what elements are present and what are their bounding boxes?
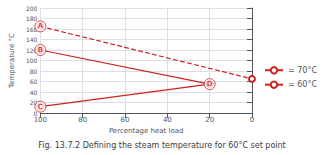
svg-text:200: 200 (26, 5, 38, 12)
svg-text:100: 100 (26, 57, 38, 64)
svg-text:80: 80 (78, 116, 87, 124)
svg-text:60: 60 (30, 78, 38, 85)
svg-text:= 70°C: = 70°C (288, 66, 317, 75)
svg-text:20: 20 (205, 116, 214, 124)
svg-text:C: C (38, 103, 43, 111)
svg-text:120: 120 (25, 46, 38, 54)
svg-text:0: 0 (250, 116, 254, 124)
svg-text:100: 100 (34, 116, 47, 124)
svg-text:B: B (38, 46, 43, 54)
svg-text:Fig. 13.7.2 Defining the steam: Fig. 13.7.2 Defining the steam temperatu… (38, 141, 286, 150)
svg-text:Percentage heat load: Percentage heat load (109, 127, 184, 135)
svg-text:180: 180 (26, 15, 38, 22)
svg-text:160: 160 (25, 25, 38, 33)
svg-text:80: 80 (30, 68, 38, 75)
svg-text:Temperature °C: Temperature °C (8, 33, 16, 89)
svg-text:40: 40 (30, 89, 38, 96)
svg-text:60: 60 (121, 116, 130, 124)
svg-text:D: D (207, 80, 213, 88)
svg-text:20: 20 (29, 99, 38, 106)
svg-text:140: 140 (26, 36, 38, 43)
svg-text:A: A (38, 22, 44, 30)
svg-text:= 60°C: = 60°C (288, 80, 317, 89)
svg-text:40: 40 (163, 116, 172, 124)
